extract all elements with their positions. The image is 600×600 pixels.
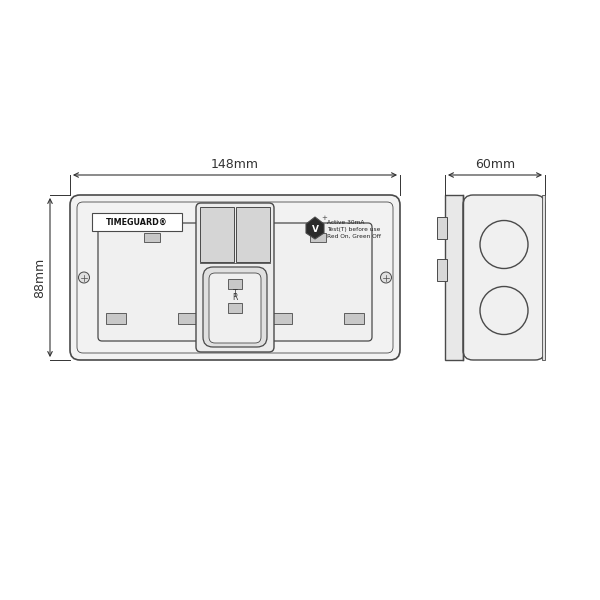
FancyBboxPatch shape [463,195,545,360]
FancyBboxPatch shape [209,273,261,343]
FancyBboxPatch shape [203,267,267,347]
Bar [200,207,234,262]
Bar [106,313,126,324]
FancyBboxPatch shape [196,203,274,352]
FancyBboxPatch shape [98,223,206,341]
Text: 88mm: 88mm [33,257,46,298]
Polygon shape [306,217,324,239]
Bar [272,313,292,324]
Text: TIMEGUARD®: TIMEGUARD® [106,217,168,226]
Bar [178,313,198,324]
Bar [92,213,182,231]
Text: Active 30mA
Test(T) before use
Red On, Green Off: Active 30mA Test(T) before use Red On, G… [327,220,381,239]
Bar [344,313,364,324]
Bar [437,217,447,239]
Circle shape [480,286,528,335]
Bar [310,233,326,242]
Text: V: V [311,224,319,233]
Bar [228,303,242,313]
Bar [236,207,270,262]
Bar [437,259,447,281]
Text: 60mm: 60mm [475,158,515,171]
Bar [542,195,545,360]
Circle shape [79,272,89,283]
Circle shape [380,272,392,283]
Circle shape [480,220,528,269]
Bar [445,195,463,360]
Text: R: R [232,293,238,302]
Bar [144,233,160,242]
Text: T: T [233,289,238,298]
FancyBboxPatch shape [264,223,372,341]
Text: +: + [321,215,327,221]
FancyBboxPatch shape [70,195,400,360]
Bar [228,279,242,289]
Text: 148mm: 148mm [211,158,259,171]
